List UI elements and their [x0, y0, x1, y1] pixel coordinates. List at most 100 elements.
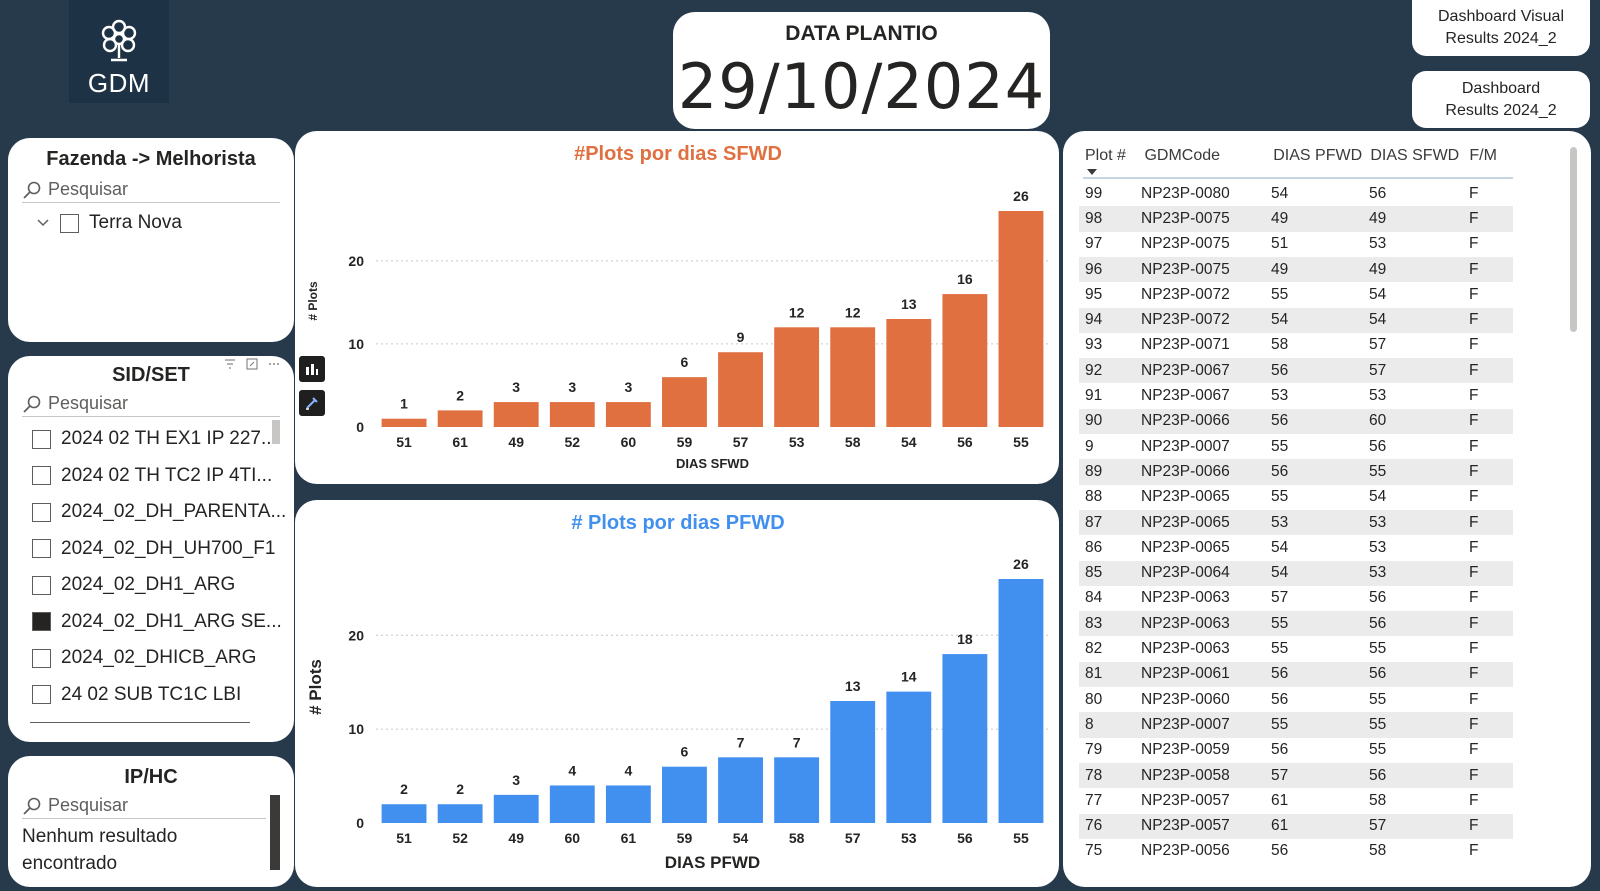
scrollbar[interactable]	[270, 795, 280, 870]
filter-icon[interactable]	[224, 358, 236, 370]
table-row[interactable]: 91 NP23P-0067 53 53 F	[1079, 383, 1513, 408]
sort-desc-icon[interactable]	[1087, 169, 1097, 175]
slicer-option[interactable]: 2024_02_DH1_ARG	[8, 567, 294, 604]
slicer-option[interactable]: Terra Nova	[8, 205, 294, 242]
table-row[interactable]: 93 NP23P-0071 58 57 F	[1079, 333, 1513, 358]
x-tick-label: 60	[565, 830, 581, 846]
dashboard-results-button[interactable]: Dashboard Results 2024_2	[1412, 71, 1590, 128]
option-label: 2024_02_DH1_ARG SE...	[61, 610, 282, 632]
table-row[interactable]: 86 NP23P-0065 54 53 F	[1079, 535, 1513, 560]
table-row[interactable]: 8 NP23P-0007 55 55 F	[1079, 712, 1513, 738]
x-tick-label: 54	[901, 434, 917, 450]
table-row[interactable]: 94 NP23P-0072 54 54 F	[1079, 307, 1513, 333]
table-row[interactable]: 87 NP23P-0065 53 53 F	[1079, 509, 1513, 536]
table-row[interactable]: 89 NP23P-0066 56 55 F	[1079, 459, 1513, 485]
data-label: 3	[568, 379, 576, 395]
table-row[interactable]: 92 NP23P-0067 56 57 F	[1079, 358, 1513, 384]
dashboard-visual-results-button[interactable]: Dashboard Visual Results 2024_2	[1412, 0, 1590, 56]
search-input[interactable]: Pesquisar	[22, 177, 280, 203]
column-header-gdmcode[interactable]: GDMCode	[1144, 147, 1221, 164]
table-cell: NP23P-0064	[1141, 564, 1230, 582]
gdm-logo: GDM	[69, 0, 169, 103]
x-tick-label: 61	[452, 434, 468, 450]
table-cell: 85	[1085, 564, 1103, 582]
table-row[interactable]: 79 NP23P-0059 56 55 F	[1079, 738, 1513, 763]
slicer-option[interactable]: 24 02 SUB TC1C LBI	[8, 677, 294, 714]
x-tick-label: 49	[508, 830, 524, 846]
data-label: 7	[737, 734, 745, 750]
table-cell: 54	[1369, 311, 1387, 329]
slicer-option[interactable]: 2024_02_DH_PARENTA...	[8, 494, 294, 531]
table-row[interactable]: 88 NP23P-0065 55 54 F	[1079, 485, 1513, 510]
search-input[interactable]: Pesquisar	[22, 391, 280, 417]
checkbox[interactable]	[32, 429, 51, 449]
nav-label: Dashboard Visual Results 2024_2	[1437, 8, 1564, 47]
slicer-option[interactable]: 2024 02 TH EX1 IP 227...	[8, 421, 294, 458]
table-row[interactable]: 80 NP23P-0060 56 55 F	[1079, 687, 1513, 712]
table-cell: 81	[1085, 665, 1103, 683]
column-header-dias-pfwd[interactable]: DIAS PFWD	[1273, 147, 1363, 164]
table-cell: NP23P-0058	[1141, 766, 1230, 784]
chart-type-button[interactable]	[299, 356, 325, 382]
table-cell: NP23P-0063	[1141, 589, 1230, 607]
checkbox[interactable]	[32, 575, 51, 595]
table-row[interactable]: 98 NP23P-0075 49 49 F	[1079, 206, 1513, 232]
scrollbar[interactable]	[272, 420, 280, 444]
focus-mode-icon[interactable]	[246, 358, 258, 370]
column-header-dias-sfwd[interactable]: DIAS SFWD	[1370, 147, 1460, 164]
checkbox[interactable]	[60, 213, 79, 233]
checkbox[interactable]	[32, 648, 51, 668]
table-cell: F	[1469, 260, 1479, 278]
x-tick-label: 57	[845, 830, 861, 846]
table-row[interactable]: 97 NP23P-0075 51 53 F	[1079, 232, 1513, 257]
bar	[549, 785, 595, 823]
column-header-plot[interactable]: Plot #	[1083, 147, 1144, 177]
search-input[interactable]: Pesquisar	[22, 793, 266, 819]
checkbox[interactable]	[32, 612, 51, 632]
checkbox[interactable]	[32, 502, 51, 522]
table-row[interactable]: 85 NP23P-0064 54 53 F	[1079, 560, 1513, 586]
table-row[interactable]: 99 NP23P-0080 54 56 F	[1079, 181, 1513, 206]
table-cell: 57	[1369, 817, 1387, 835]
table-row[interactable]: 96 NP23P-0075 49 49 F	[1079, 256, 1513, 283]
table-cell: 56	[1369, 184, 1387, 202]
slicer-title: SID/SET	[112, 364, 190, 386]
option-label: Terra Nova	[89, 212, 182, 234]
more-options-icon[interactable]	[268, 358, 280, 370]
bar	[886, 319, 932, 427]
gdm-plant-icon	[101, 19, 137, 62]
table-row[interactable]: 9 NP23P-0007 55 56 F	[1079, 434, 1513, 459]
option-label: 24 02 SUB TC1C LBI	[61, 683, 242, 705]
table-scrollbar[interactable]	[1570, 147, 1577, 332]
slicer-option[interactable]: 2024 02 TH TC2 IP 4TI...	[8, 458, 294, 495]
format-button[interactable]	[299, 390, 325, 416]
column-header-fm[interactable]: F/M	[1469, 147, 1497, 164]
bar	[381, 804, 427, 823]
data-label: 2	[456, 781, 464, 797]
slicer-option[interactable]: 2024_02_DH1_ARG SE...	[8, 604, 294, 641]
table-cell: 55	[1271, 614, 1289, 632]
table-row[interactable]: 81 NP23P-0061 56 56 F	[1079, 661, 1513, 687]
table-cell: NP23P-0080	[1141, 184, 1230, 202]
checkbox[interactable]	[32, 685, 51, 705]
chevron-down-icon[interactable]	[36, 216, 50, 230]
table-row[interactable]: 83 NP23P-0063 55 56 F	[1079, 611, 1513, 637]
table-row[interactable]: 78 NP23P-0058 57 56 F	[1079, 762, 1513, 789]
checkbox[interactable]	[32, 466, 51, 486]
table-row[interactable]: 95 NP23P-0072 55 54 F	[1079, 282, 1513, 307]
table-cell: 82	[1085, 640, 1103, 658]
table-cell: NP23P-0065	[1141, 513, 1230, 531]
table-row[interactable]: 76 NP23P-0057 61 57 F	[1079, 813, 1513, 839]
slicer-option[interactable]: 2024_02_DHICB_ARG	[8, 640, 294, 677]
table-cell: 56	[1271, 361, 1289, 379]
table-cell: F	[1469, 766, 1479, 784]
table-row[interactable]: 77 NP23P-0057 61 58 F	[1079, 788, 1513, 813]
checkbox[interactable]	[32, 539, 51, 559]
slicer-option[interactable]: 2024_02_DH_UH700_F1	[8, 531, 294, 568]
table-row[interactable]: 75 NP23P-0056 56 58 F	[1079, 839, 1513, 864]
table-row[interactable]: 90 NP23P-0066 56 60 F	[1079, 408, 1513, 434]
table-row[interactable]: 84 NP23P-0063 57 56 F	[1079, 586, 1513, 611]
table-row[interactable]: 82 NP23P-0063 55 55 F	[1079, 636, 1513, 661]
chart-title: # Plots por dias PFWD	[571, 512, 784, 534]
